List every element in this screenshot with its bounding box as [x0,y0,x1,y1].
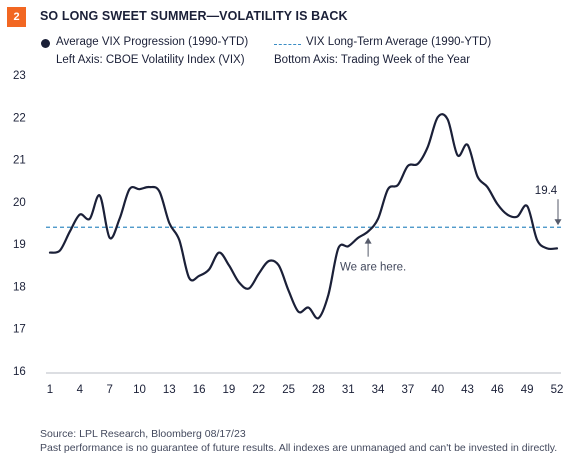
x-tick-label: 22 [252,384,265,396]
x-axis-ticks: 1 4 7 10 13 16 19 22 25 28 31 34 37 40 43 46 49 52 [47,384,564,396]
annotations-group: 19.4 We are here. [340,185,562,274]
y-tick-label: 20 [13,197,26,209]
series-line-group [48,113,559,320]
left-axis-note: Left Axis: CBOE Volatility Index (VIX) [56,54,245,66]
y-axis-ticks: 16 17 18 19 20 21 22 23 [13,70,26,378]
y-tick-label: 23 [13,70,26,82]
y-tick-label: 21 [13,155,26,167]
x-tick-label: 13 [163,384,176,396]
disclaimer-note: Past performance is no guarantee of futu… [40,442,558,454]
annotation-average-arrow-head [554,219,562,226]
figure-number-badge: 2 [7,7,26,27]
x-tick-label: 31 [342,384,355,396]
annotation-here-arrow-head [364,237,372,244]
vix-series-line [48,113,559,320]
y-tick-label: 19 [13,239,26,251]
average-legend-label: VIX Long-Term Average (1990-YTD) [306,36,492,48]
x-tick-label: 1 [47,384,53,396]
x-tick-label: 52 [551,384,564,396]
x-tick-label: 7 [106,384,112,396]
x-tick-label: 28 [312,384,325,396]
source-note: Source: LPL Research, Bloomberg 08/17/23 [40,428,246,440]
series-legend-dot [41,39,50,48]
y-tick-label: 16 [13,366,26,378]
series-legend-label: Average VIX Progression (1990-YTD) [56,36,249,48]
x-tick-label: 40 [431,384,444,396]
x-tick-label: 43 [461,384,474,396]
chart-title: SO LONG SWEET SUMMER—VOLATILITY IS BACK [40,9,348,23]
y-tick-label: 17 [13,324,26,336]
bottom-axis-note: Bottom Axis: Trading Week of the Year [274,54,471,66]
x-tick-label: 46 [491,384,504,396]
x-tick-label: 37 [401,384,414,396]
x-tick-label: 16 [193,384,206,396]
x-tick-label: 19 [223,384,236,396]
y-tick-label: 22 [13,112,26,124]
x-tick-label: 25 [282,384,295,396]
annotation-we-are-here: We are here. [340,262,406,274]
x-tick-label: 10 [133,384,146,396]
annotation-average-value: 19.4 [535,185,558,197]
x-tick-label: 4 [77,384,84,396]
y-tick-label: 18 [13,281,26,293]
average-legend-dash [274,44,301,45]
x-tick-label: 49 [521,384,534,396]
x-tick-label: 34 [372,384,385,396]
